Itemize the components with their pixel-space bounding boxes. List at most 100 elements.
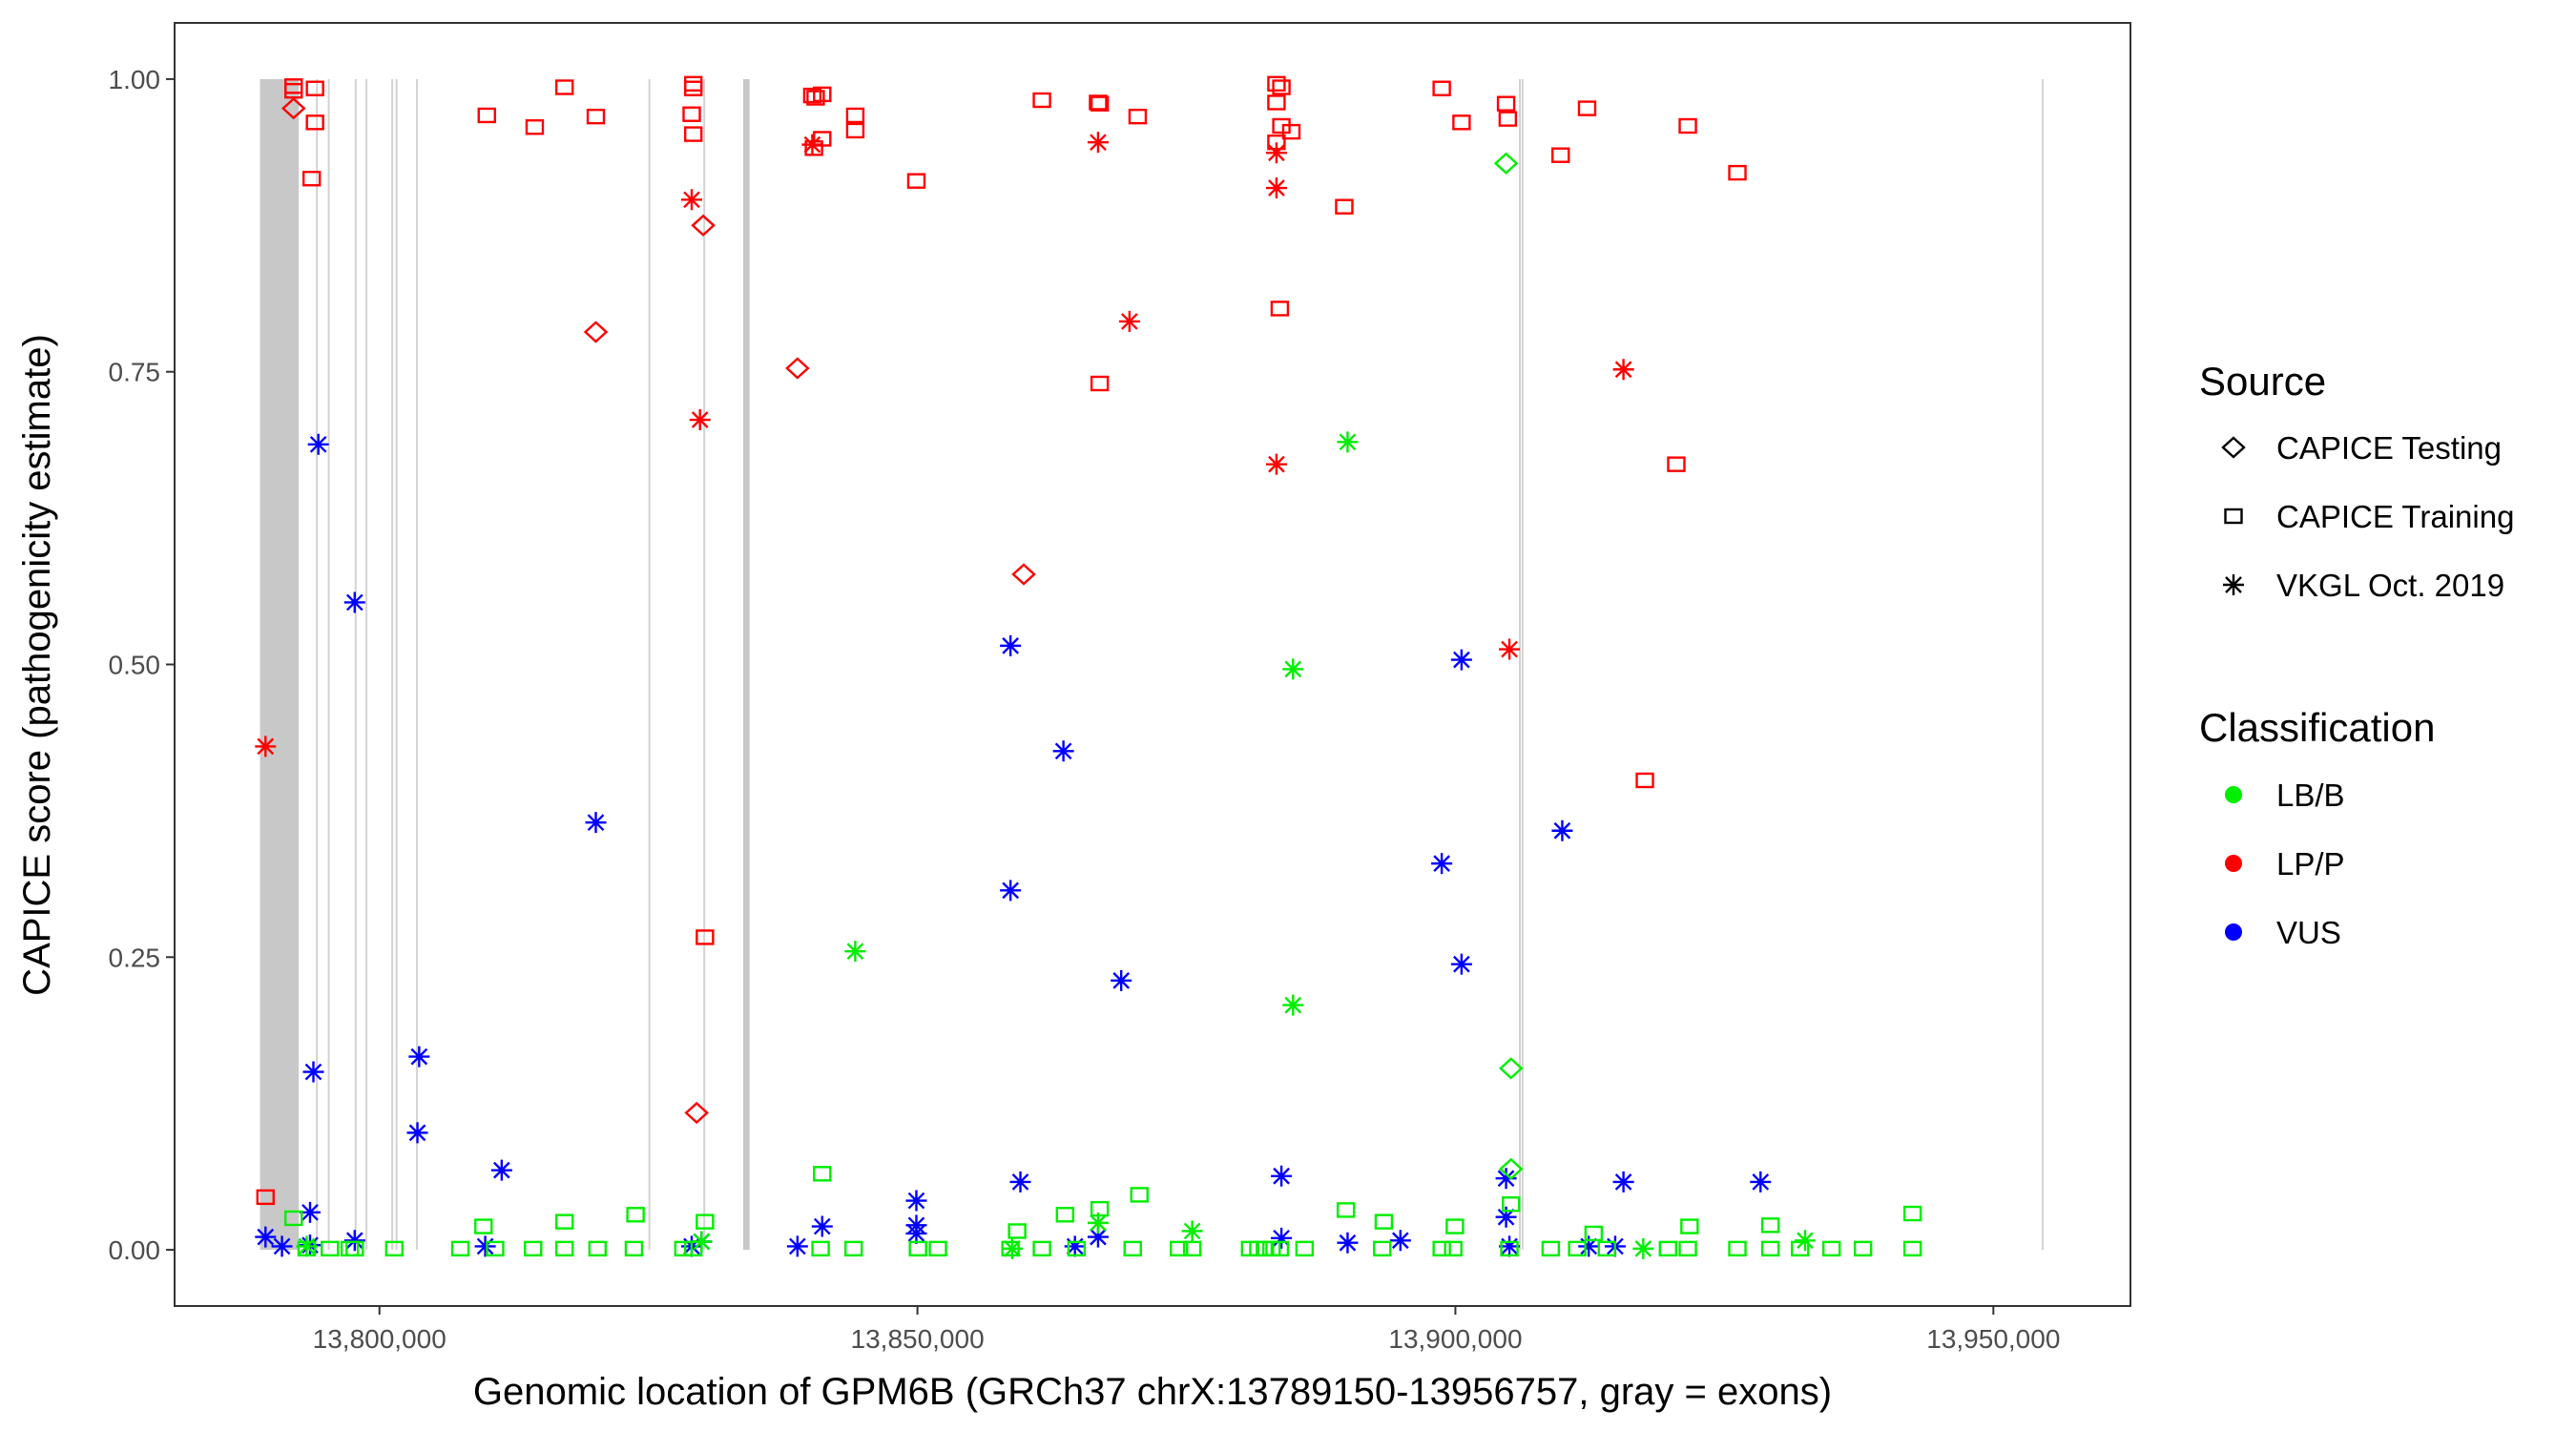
- data-point: [1181, 1220, 1203, 1242]
- data-point: [585, 812, 607, 834]
- data-point: [1635, 772, 1654, 789]
- data-point: [1452, 114, 1471, 131]
- data-point: [1678, 117, 1697, 135]
- data-point: [450, 1240, 470, 1257]
- data-point: [908, 1240, 927, 1257]
- data-point: [626, 1207, 645, 1223]
- data-point: [525, 119, 545, 135]
- legend: Source CAPICE Testing CAPICE Training VKGL …: [2199, 359, 2514, 950]
- exon-band: [365, 78, 368, 1251]
- data-point: [1281, 123, 1301, 140]
- y-tick-label: 1.00: [109, 65, 161, 94]
- data-point: [1111, 969, 1132, 991]
- data-point: [490, 1159, 512, 1181]
- data-point: [1568, 1240, 1587, 1257]
- data-point: [684, 1101, 709, 1125]
- data-point: [928, 1240, 947, 1257]
- data-point: [1902, 1240, 1922, 1257]
- x-tick-label: 13,800,000: [313, 1324, 447, 1354]
- exon-band: [391, 78, 394, 1251]
- data-point: [682, 106, 701, 122]
- data-point: [691, 214, 716, 237]
- data-point: [1123, 1240, 1142, 1257]
- data-point: [284, 1210, 303, 1227]
- exon-band: [327, 78, 330, 1251]
- data-point: [786, 1235, 808, 1257]
- data-point: [1584, 1225, 1604, 1242]
- data-point: [683, 80, 703, 96]
- data-point: [588, 1240, 608, 1257]
- data-point: [689, 409, 711, 431]
- data-point: [1000, 880, 1022, 902]
- data-point: [1090, 1200, 1110, 1217]
- data-point: [1680, 1218, 1699, 1234]
- data-point: [1087, 1212, 1109, 1234]
- data-point: [1265, 453, 1287, 475]
- exon-band: [1521, 78, 1524, 1251]
- data-point: [1182, 1240, 1202, 1257]
- data-point: [844, 1240, 863, 1257]
- data-point: [271, 1235, 293, 1257]
- legend-item-classification: VUS: [2276, 915, 2341, 950]
- data-point: [1498, 1057, 1524, 1080]
- data-point: [1750, 1171, 1772, 1192]
- data-point: [845, 122, 865, 139]
- data-point: [1495, 1206, 1517, 1228]
- x-tick-label: 13,900,000: [1388, 1324, 1522, 1354]
- data-point: [296, 1235, 318, 1257]
- data-point: [1597, 1240, 1616, 1257]
- y-axis: 0.00 0.25 0.50 0.75 1.00: [109, 65, 175, 1265]
- data-point: [1011, 563, 1036, 586]
- data-point: [905, 1190, 927, 1212]
- data-point: [806, 90, 825, 106]
- data-point: [1445, 1218, 1465, 1234]
- data-point: [297, 1240, 317, 1257]
- data-point: [1008, 1223, 1027, 1239]
- data-point: [1265, 142, 1287, 164]
- data-point: [1373, 1240, 1392, 1257]
- data-point: [1272, 79, 1291, 95]
- data-point: [811, 1240, 830, 1257]
- data-point: [586, 108, 606, 125]
- data-point: [345, 1240, 364, 1257]
- data-point: [1728, 1240, 1747, 1257]
- data-point: [384, 1240, 404, 1257]
- data-point: [554, 1240, 574, 1257]
- data-point: [1337, 1232, 1359, 1254]
- data-point: [1760, 1240, 1780, 1257]
- data-point: [1450, 649, 1472, 671]
- x-tick-label: 13,950,000: [1926, 1324, 2060, 1354]
- data-point: [1658, 1240, 1677, 1257]
- legend-square-icon: [2224, 508, 2243, 525]
- exon-bands: [260, 78, 2045, 1251]
- data-point: [1336, 1202, 1356, 1218]
- legend-item-classification: LP/P: [2276, 846, 2345, 881]
- data-point: [1551, 147, 1570, 163]
- data-point: [1067, 1240, 1087, 1257]
- data-point: [321, 1240, 340, 1257]
- data-point: [844, 941, 866, 963]
- exon-band: [316, 78, 319, 1251]
- exon-band: [416, 78, 419, 1251]
- data-point: [683, 1240, 703, 1257]
- data-point: [1009, 1171, 1031, 1192]
- data-point: [1612, 1171, 1634, 1192]
- x-tick-label: 13,850,000: [851, 1324, 985, 1354]
- data-point: [1128, 108, 1148, 125]
- data-point: [674, 1240, 694, 1257]
- legend-item-classification: LB/B: [2276, 778, 2345, 813]
- data-point: [1001, 1237, 1023, 1259]
- plot-panel-border: [174, 22, 2131, 1307]
- data-point: [1271, 1227, 1293, 1249]
- data-point: [905, 1222, 927, 1244]
- data-point: [1612, 359, 1634, 381]
- data-point: [1374, 1213, 1394, 1230]
- data-point: [477, 107, 496, 124]
- data-point: [1270, 1240, 1290, 1257]
- legend-asterisk-icon: [2223, 574, 2244, 595]
- data-point: [1001, 1240, 1020, 1257]
- exon-band: [742, 78, 750, 1251]
- y-tick-label: 0.50: [109, 651, 161, 680]
- data-point: [1282, 994, 1304, 1016]
